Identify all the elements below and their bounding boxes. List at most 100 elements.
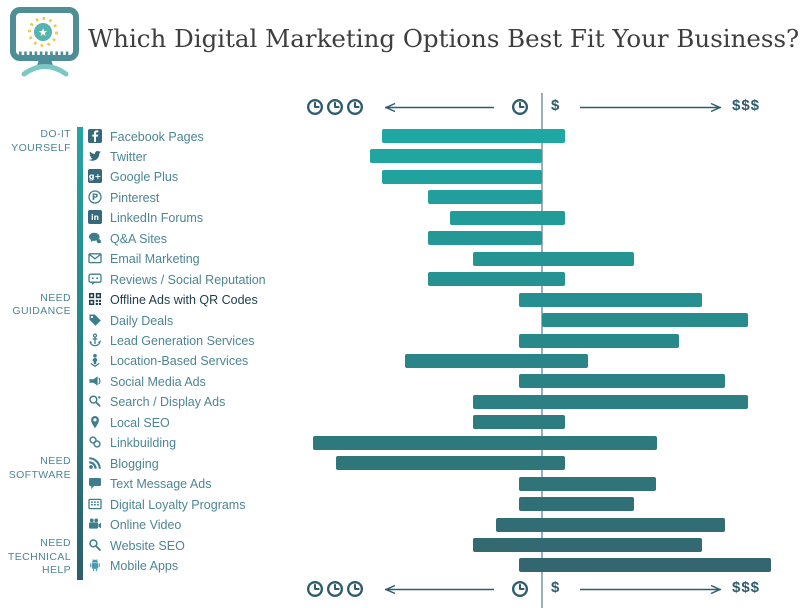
item-label: Twitter (110, 149, 147, 164)
time-cost-bar (496, 517, 726, 532)
chart-row: Email Marketing (88, 249, 800, 269)
item-label: Website SEO (110, 538, 185, 553)
center-axis-line (541, 93, 543, 608)
svg-text:P: P (92, 193, 98, 203)
item-label: Pinterest (110, 190, 160, 205)
item-label: Daily Deals (110, 313, 174, 328)
time-arrow-icon (385, 102, 494, 113)
location-person-icon (88, 353, 102, 368)
time-cost-bar (473, 251, 634, 266)
time-cost-bar (519, 374, 726, 389)
time-min-clock-icon (511, 98, 529, 116)
time-max-clock-icons (306, 98, 364, 116)
time-cost-bar (473, 394, 749, 409)
time-cost-bar (313, 435, 657, 450)
top-axis: $ $$$ (0, 95, 800, 121)
google-plus-icon: g+ (88, 169, 102, 184)
page-title: Which Digital Marketing Options Best Fit… (88, 24, 800, 53)
time-cost-bar (370, 149, 542, 164)
time-cost-bar (427, 272, 565, 287)
time-cost-bar (427, 231, 542, 246)
chart-row: Social Media Ads (88, 371, 800, 391)
item-label: Search / Display Ads (110, 395, 226, 410)
cost-max-label: $$$ (732, 579, 761, 596)
chart-row: Lead Generation Services (88, 331, 800, 351)
group-label: DO-IT YOURSELF (11, 128, 71, 154)
review-bubble-icon (88, 272, 102, 286)
bottom-axis: $ $$$ (0, 577, 800, 603)
time-cost-bar (473, 415, 565, 430)
pinterest-icon: P (88, 190, 102, 204)
item-label: Local SEO (110, 415, 170, 430)
cost-min-label: $ (551, 97, 561, 114)
megaphone-icon (88, 374, 102, 388)
android-icon (88, 558, 102, 572)
time-cost-bar (404, 353, 588, 368)
svg-text:in: in (91, 213, 99, 222)
item-label: LinkedIn Forums (110, 211, 204, 226)
sms-bubble-icon (88, 476, 102, 490)
time-cost-bar (519, 497, 634, 512)
twitter-icon (88, 149, 102, 163)
facebook-icon (88, 128, 102, 143)
time-cost-bar (450, 210, 565, 225)
rss-icon (88, 456, 102, 470)
chart-row: Linkbuilding (88, 433, 800, 453)
chart-row: Website SEO (88, 535, 800, 555)
item-label: Digital Loyalty Programs (110, 497, 246, 512)
envelope-icon (88, 251, 102, 265)
item-label: Mobile Apps (110, 558, 179, 573)
item-label: Blogging (110, 456, 159, 471)
time-cost-bar (519, 476, 657, 491)
chart-row: Location-Based Services (88, 351, 800, 371)
chart-row: Twitter (88, 146, 800, 166)
time-arrow-icon (385, 584, 494, 595)
svg-text:g+: g+ (89, 172, 101, 181)
chain-link-icon (88, 435, 102, 449)
chart-row: Daily Deals (88, 310, 800, 330)
group-label: NEED SOFTWARE (8, 455, 71, 481)
price-tag-icon (88, 313, 102, 327)
item-label: Social Media Ads (110, 374, 206, 389)
time-max-clock-icons (306, 580, 364, 598)
group-label: NEED TECHNICAL HELP (7, 537, 71, 576)
loyalty-card-icon (88, 497, 102, 511)
time-cost-bar (335, 456, 565, 471)
chart-row: Online Video (88, 515, 800, 535)
item-label: Lead Generation Services (110, 334, 255, 348)
chart-row: Local SEO (88, 412, 800, 432)
time-min-clock-icon (511, 580, 529, 598)
chart-row: g+ Google Plus (88, 167, 800, 187)
chart-row: Q&A Sites (88, 228, 800, 248)
anchor-icon (88, 333, 102, 347)
chart-row: Offline Ads with QR Codes (88, 290, 800, 310)
item-label: Reviews / Social Reputation (110, 272, 266, 287)
chart-row: in LinkedIn Forums (88, 208, 800, 228)
chart-row: P Pinterest (88, 187, 800, 207)
cost-arrow-icon (580, 102, 721, 113)
item-label: Facebook Pages (110, 129, 204, 144)
cost-arrow-icon (580, 584, 721, 595)
monitor-starburst-logo: ★ (10, 7, 79, 77)
cost-min-label: $ (551, 579, 561, 596)
time-cost-bar (519, 333, 680, 348)
item-label: Online Video (110, 518, 182, 533)
cost-max-label: $$$ (732, 97, 761, 114)
svg-text:★: ★ (38, 26, 48, 39)
item-label: Q&A Sites (110, 231, 167, 246)
time-cost-bar (519, 558, 771, 573)
search-magnifier-icon (88, 538, 102, 552)
chart-row: Digital Loyalty Programs (88, 494, 800, 514)
time-cost-bar (381, 129, 565, 143)
group-label: NEED GUIDANCE (12, 291, 71, 318)
time-cost-bar (542, 313, 749, 328)
chart-row: Facebook Pages (88, 126, 800, 146)
time-cost-bar (519, 292, 703, 307)
search-ads-icon (88, 394, 102, 408)
item-label: Location-Based Services (110, 354, 249, 369)
item-label: Text Message Ads (110, 477, 212, 492)
chart-rows: Facebook Pages Twitter g+ Google Plus P … (88, 126, 800, 578)
qa-bubbles-icon (88, 231, 102, 245)
item-label: Email Marketing (110, 252, 200, 267)
